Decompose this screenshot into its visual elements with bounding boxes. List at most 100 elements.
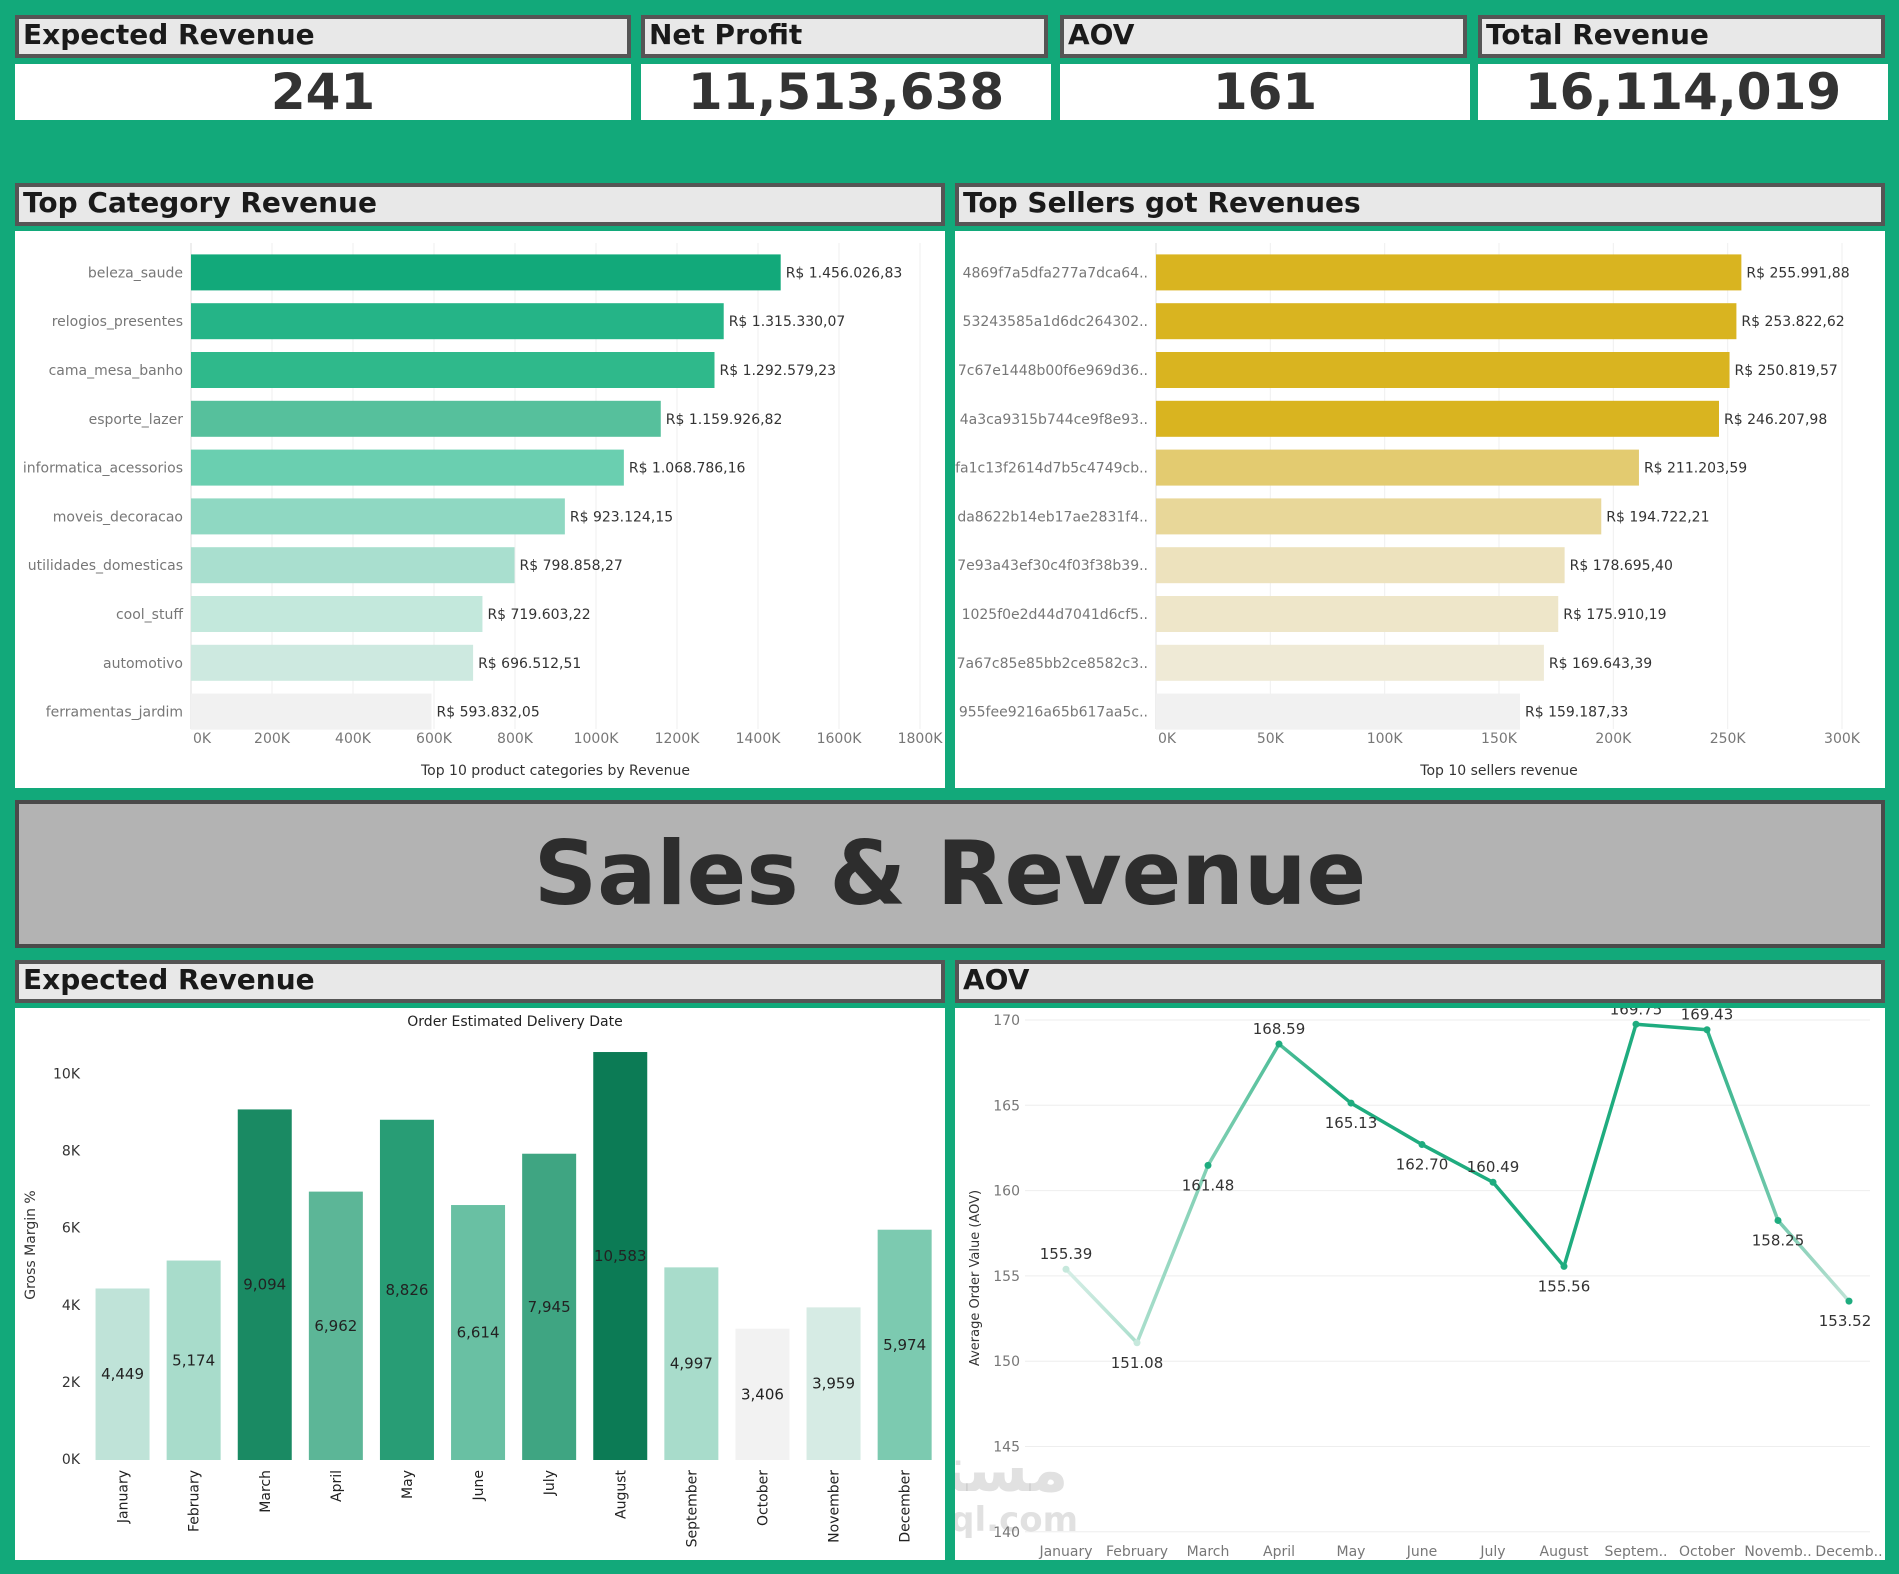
bar-value-label: R$ 159.187,33	[1525, 705, 1628, 721]
y-tick-label: 150	[993, 1354, 1020, 1370]
x-tick-label: 200K	[254, 731, 291, 747]
bar-value-label: 8,826	[385, 1281, 428, 1299]
x-tick-label: August	[1540, 1544, 1590, 1560]
bar-value-label: R$ 169.643,39	[1549, 656, 1652, 672]
x-tick-label: 1400K	[736, 731, 782, 747]
bar-value-label: 6,614	[457, 1324, 500, 1342]
panel-title-top-category: Top Category Revenue	[15, 183, 945, 226]
bar	[735, 1328, 790, 1460]
bar-value-label: R$ 211.203,59	[1644, 461, 1747, 477]
data-label: 153.52	[1819, 1312, 1872, 1330]
bar-value-label: 10,583	[594, 1247, 647, 1265]
y-tick-label: 140	[993, 1525, 1020, 1541]
bar	[191, 449, 624, 486]
y-tick-label: 10K	[53, 1067, 81, 1083]
bar	[806, 1307, 861, 1460]
x-tick-label: September	[684, 1470, 700, 1548]
top-sellers-chart: 0K 50K 100K 150K 200K 250K 300K 4869f7a5dfa277a…	[955, 243, 1861, 779]
x-tick-label: 600K	[416, 731, 453, 747]
panel-title-top-sellers: Top Sellers got Revenues	[955, 183, 1885, 226]
x-tick-label: January	[1038, 1544, 1092, 1560]
data-point	[1489, 1178, 1497, 1186]
x-tick-label: 1200K	[655, 731, 701, 747]
kpi-value-expected-revenue: 241	[15, 64, 631, 120]
bar	[1156, 303, 1737, 340]
x-tick-label: May	[1337, 1544, 1366, 1560]
kpi-title-total-revenue: Total Revenue	[1478, 15, 1885, 58]
bar-value-label: R$ 923.124,15	[570, 509, 673, 525]
x-tick-label: August	[613, 1469, 629, 1519]
bar-value-label: R$ 696.512,51	[478, 656, 581, 672]
bar-value-label: R$ 1.315.330,07	[729, 314, 846, 330]
top-category-chart: 0K 200K 400K 600K 800K 1000K 1200K 1400K 1600K 18…	[23, 243, 943, 779]
category-label: 1025f0e2d44d7041d6cf5..	[962, 607, 1148, 623]
bar-value-label: R$ 1.068.786,16	[629, 461, 746, 477]
data-label: 168.59	[1253, 1020, 1306, 1038]
kpi-value-aov: 161	[1060, 64, 1470, 120]
x-tick-label: 150K	[1481, 731, 1518, 747]
bar	[191, 400, 661, 437]
x-tick-label: February	[187, 1470, 203, 1532]
x-tick-label: 250K	[1710, 731, 1747, 747]
category-label: 7a67c85e85bb2ce8582c3..	[957, 656, 1148, 672]
bar-value-label: R$ 1.159.926,82	[666, 412, 783, 428]
x-tick-label: 400K	[335, 731, 372, 747]
category-label: 955fee9216a65b617aa5c..	[959, 705, 1148, 721]
bar-value-label: R$ 194.722,21	[1606, 509, 1709, 525]
panel-title-expected-revenue: Expected Revenue	[15, 960, 945, 1003]
top-category-chart-panel: 0K 200K 400K 600K 800K 1000K 1200K 1400K 1600K 18…	[15, 231, 945, 788]
x-tick-label: 100K	[1367, 731, 1404, 747]
bar	[1156, 400, 1719, 437]
bar	[1156, 254, 1742, 291]
bar	[191, 596, 483, 632]
category-label: 7e93a43ef30c4f03f38b39..	[957, 558, 1148, 574]
bar	[1156, 547, 1565, 584]
x-tick-label: November	[827, 1470, 843, 1543]
x-tick-label: March	[258, 1470, 274, 1513]
y-axis-title: Gross Margin %	[23, 1190, 39, 1299]
bar-value-label: R$ 178.695,40	[1570, 558, 1673, 574]
y-tick-label: 170	[993, 1013, 1020, 1029]
bar-value-label: R$ 1.456.026,83	[786, 265, 903, 281]
category-label: cool_stuff	[116, 607, 183, 623]
bar	[593, 1052, 648, 1460]
bar	[1156, 449, 1639, 486]
x-tick-label: January	[116, 1470, 132, 1524]
data-label: 155.39	[1040, 1245, 1093, 1263]
y-tick-label: 160	[993, 1184, 1020, 1200]
bar	[877, 1229, 932, 1460]
bar	[191, 303, 724, 340]
y-tick-label: 4K	[62, 1298, 81, 1314]
dashboard-banner: Sales & Revenue	[15, 800, 1885, 948]
x-tick-label: February	[1106, 1544, 1168, 1560]
bar	[451, 1205, 506, 1460]
bar	[522, 1153, 577, 1460]
data-label: 158.25	[1752, 1231, 1805, 1249]
data-point	[1418, 1141, 1426, 1149]
y-tick-label: 8K	[62, 1144, 81, 1160]
watermark: مستقل mostaql.com	[955, 1438, 1090, 1539]
x-tick-label: October	[1679, 1544, 1735, 1560]
bar	[237, 1109, 292, 1460]
data-point	[1632, 1020, 1640, 1028]
bar-value-label: R$ 250.819,57	[1735, 363, 1838, 379]
kpi-value-net-profit: 11,513,638	[641, 64, 1051, 120]
bar-value-label: R$ 798.858,27	[520, 558, 623, 574]
bar-value-label: 9,094	[243, 1276, 286, 1294]
data-point	[1560, 1262, 1568, 1270]
x-tick-label: 0K	[193, 731, 212, 747]
x-tick-label: October	[755, 1470, 771, 1526]
bar	[1156, 352, 1730, 388]
bar-value-label: 5,174	[172, 1351, 215, 1369]
bar-value-label: R$ 246.207,98	[1724, 412, 1827, 428]
kpi-title-aov: AOV	[1060, 15, 1467, 58]
kpi-value-total-revenue: 16,114,019	[1478, 64, 1888, 120]
category-label: moveis_decoracao	[53, 509, 183, 525]
category-label: 4a3ca9315b744ce9f8e93..	[960, 412, 1148, 428]
bar-value-label: R$ 253.822,62	[1741, 314, 1844, 330]
data-label: 155.56	[1538, 1277, 1591, 1295]
data-label: 161.48	[1182, 1176, 1235, 1194]
x-axis-title: Top 10 sellers revenue	[1419, 763, 1577, 779]
y-tick-label: 165	[993, 1098, 1020, 1114]
data-label: 165.13	[1325, 1114, 1378, 1132]
